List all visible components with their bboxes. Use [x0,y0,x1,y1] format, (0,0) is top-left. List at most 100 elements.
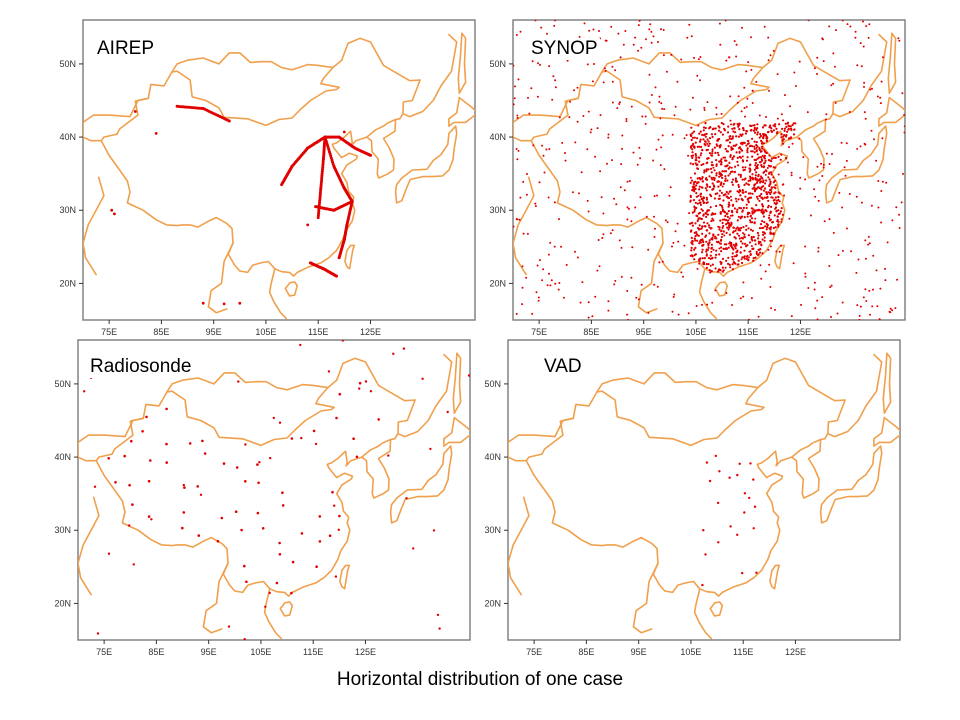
observation-point [693,258,696,261]
observation-point [671,245,673,248]
observation-point [318,515,322,518]
observation-point [755,146,758,149]
observation-point [571,191,574,194]
observation-point [753,168,756,171]
observation-point [724,20,727,22]
observation-point [763,149,766,151]
observation-point [690,138,693,142]
observation-point [728,226,731,229]
observation-point [751,150,754,153]
observation-point [707,246,710,249]
observation-point [712,184,715,187]
observation-point [757,242,761,245]
observation-point [705,215,708,218]
observation-point [113,212,116,216]
observation-point [755,571,758,574]
observation-point [698,156,701,159]
observation-point [779,210,782,213]
observation-point [846,227,848,230]
observation-point [663,108,666,111]
observation-point [769,211,772,214]
observation-point [727,174,730,177]
observation-point [693,145,696,148]
observation-point [716,241,719,244]
observation-point [823,220,826,223]
observation-point [611,159,613,162]
observation-point [881,137,884,140]
observation-point [770,186,773,189]
observation-point [674,105,677,108]
observation-point [773,202,776,205]
observation-point [693,136,696,139]
observation-point [589,131,592,134]
observation-point [701,303,703,306]
observation-point [723,243,726,246]
observation-point [694,159,697,162]
observation-point [775,199,778,202]
observation-point [821,296,824,299]
observation-point [774,308,776,311]
coastline [887,32,897,94]
lon-tick-label: 85E [148,647,164,657]
observation-point [599,170,602,173]
observation-point [728,233,731,236]
observation-point [691,224,694,227]
observation-point [715,159,718,162]
lat-tick-label: 20N [54,598,71,608]
observation-point [586,148,589,151]
observation-point [753,505,757,508]
observation-point [737,185,740,189]
observation-point [727,203,730,206]
observation-point [656,194,658,197]
observation-point [745,70,748,73]
observation-point [719,163,722,166]
observation-point [780,244,782,247]
observation-point [611,80,614,83]
observation-point [586,63,589,66]
observation-point [753,147,756,150]
observation-point [610,25,613,28]
observation-point [772,199,775,202]
observation-point [536,264,539,267]
observation-point [739,142,742,145]
observation-point [726,226,729,229]
lat-tick-label: 40N [489,132,506,142]
observation-point [707,144,710,147]
coastline [827,353,883,438]
observation-point [729,224,732,227]
observation-point [761,252,764,255]
panel-label-vad: VAD [542,356,584,378]
observation-point [712,248,715,251]
observation-point [727,167,730,170]
observation-point [872,288,874,291]
observation-point [775,202,779,205]
observation-point [745,257,749,261]
observation-point [706,101,709,104]
observation-point [737,183,740,187]
observation-point [708,239,711,242]
observation-point [745,244,748,247]
observation-point [318,540,322,543]
observation-point [717,129,721,132]
observation-point [717,125,720,128]
observation-point [747,183,749,186]
observation-point [840,141,843,144]
observation-point [145,415,148,419]
observation-point [754,217,757,220]
observation-point [706,210,709,213]
observation-point [705,266,708,269]
observation-point [625,120,628,123]
observation-point [147,515,151,518]
observation-point [554,86,557,89]
observation-point [704,144,707,147]
observation-point [752,259,755,262]
observation-point [737,164,740,167]
observation-point [542,154,545,157]
observation-point [659,117,662,120]
observation-point [758,136,761,139]
observation-point [880,80,883,83]
observation-point [749,179,752,182]
observation-point [836,312,839,315]
observation-point [863,81,866,84]
